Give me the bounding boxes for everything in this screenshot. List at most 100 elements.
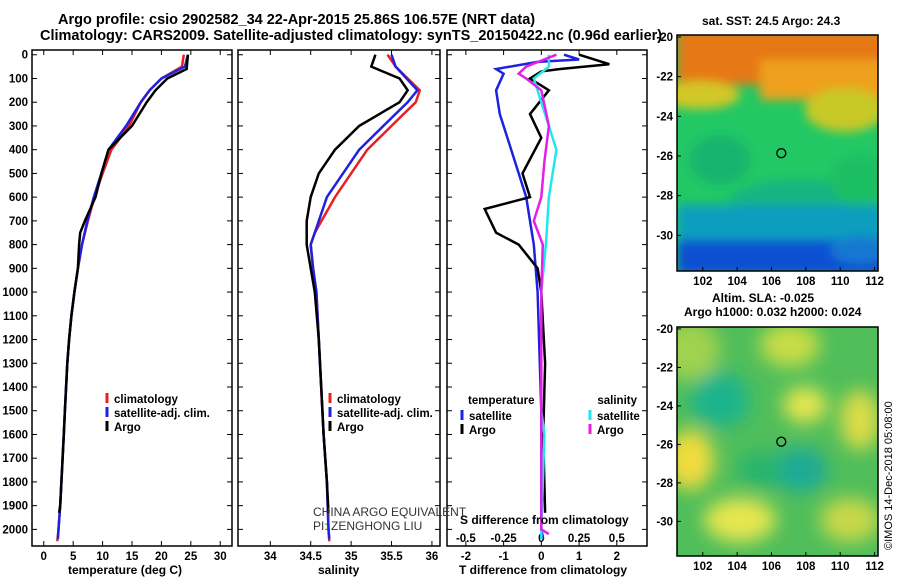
depth-tick-label: 300	[9, 121, 28, 133]
tdiff-xtick-label: -1	[498, 551, 509, 563]
temperature-legend-label: Argo	[114, 422, 141, 434]
salinity-legend-label: Argo	[337, 422, 364, 434]
depth-tick-label: 1900	[2, 501, 28, 513]
sla-map-frame	[676, 326, 879, 557]
tdiff-xtick-label: 1	[576, 551, 583, 563]
sla-map-xtick-label: 110	[831, 561, 850, 573]
depth-tick-label: 600	[9, 192, 28, 204]
temperature-line-Argo	[57, 54, 190, 513]
temperature-legend-label: climatology	[114, 394, 179, 406]
temperature-line-climatology	[56, 54, 186, 542]
sst-map-xtick-label: 104	[728, 276, 748, 288]
sla-map-ytick-label: -22	[656, 362, 673, 374]
sst-map-ytick-label: -22	[656, 72, 673, 84]
depth-tick-label: 700	[9, 216, 28, 228]
sla-map-xtick-label: 104	[728, 561, 748, 573]
salinity-legend-label: satellite-adj. clim.	[337, 408, 433, 420]
credit-line1: CHINA ARGO EQUIVALENT	[313, 505, 467, 519]
depth-tick-label: 1100	[3, 311, 28, 323]
temperature-line-satellite-adj	[56, 54, 190, 539]
temperature-legend-label: satellite-adj. clim.	[114, 408, 210, 420]
sla-map-ytick-label: -26	[656, 439, 673, 451]
sla-map-float-marker	[776, 436, 787, 447]
sla-map-xtick-label: 102	[693, 561, 712, 573]
sst-map-xtick-label: 110	[831, 276, 850, 288]
depth-tick-label: 1300	[2, 358, 28, 370]
sdiff-legend-heading: salinity	[597, 395, 637, 407]
sla-map-ytick-label: -20	[656, 324, 673, 336]
sla-map-title1: Altim. SLA: -0.025	[712, 291, 815, 305]
depth-tick-label: 900	[9, 263, 28, 275]
tdiff-legend-heading: temperature	[468, 395, 534, 407]
sst-map-float-marker	[776, 148, 787, 159]
sdiff-xtick-label: 0	[538, 533, 544, 545]
salinity-xtick-label: 35.5	[380, 551, 403, 563]
temperature-xtick-label: 0	[41, 551, 47, 563]
sst-map-frame	[676, 34, 879, 272]
tdiff-xtick-label: -2	[461, 551, 471, 563]
depth-tick-label: 1200	[2, 335, 28, 347]
depth-tick-label: 500	[9, 168, 28, 180]
sdiff-legend-label: satellite	[597, 411, 640, 423]
tdiff-xtick-label: 0	[538, 551, 544, 563]
sla-map-title2: Argo h1000: 0.032 h2000: 0.024	[684, 305, 862, 319]
temperature-xlabel: temperature (deg C)	[68, 563, 183, 577]
salinity-xtick-label: 34.5	[300, 551, 323, 563]
difference-panel-frame	[446, 49, 648, 547]
temperature-xtick-label: 20	[155, 551, 168, 563]
depth-tick-label: 100	[9, 73, 28, 85]
credit-line2: PI: ZENGHONG LIU	[313, 519, 423, 533]
depth-tick-label: 200	[9, 97, 28, 109]
depth-tick-label: 1800	[2, 477, 28, 489]
depth-tick-label: 400	[9, 145, 28, 157]
temperature-xtick-label: 25	[184, 551, 197, 563]
depth-tick-label: 1700	[2, 453, 28, 465]
sst-map-ytick-label: -28	[656, 191, 673, 203]
depth-tick-label: 1600	[2, 429, 28, 441]
depth-tick-label: 1400	[2, 382, 28, 394]
sst-map-ytick-label: -20	[656, 32, 673, 44]
difference-xlabel: T difference from climatology	[459, 563, 628, 577]
sst-map-ytick-label: -26	[656, 151, 673, 163]
sst-map-title: sat. SST: 24.5 Argo: 24.3	[702, 14, 841, 28]
sdiff-xtick-label: 0.5	[609, 533, 626, 545]
salinity-difference-xlabel: S difference from climatology	[460, 513, 629, 527]
sst-map-ytick-label: -30	[656, 230, 673, 242]
sst-map-xtick-label: 112	[865, 276, 884, 288]
tdiff-line-satellite	[492, 53, 580, 540]
salinity-xlabel: salinity	[318, 563, 360, 577]
temperature-xtick-label: 30	[214, 551, 227, 563]
sla-map-ytick-label: -30	[656, 516, 673, 528]
title-line2: Climatology: CARS2009. Satellite-adjuste…	[40, 28, 663, 44]
temperature-xtick-label: 15	[126, 551, 139, 563]
sla-map-xtick-label: 108	[796, 561, 816, 573]
temperature-xtick-label: 10	[96, 551, 109, 563]
salinity-legend-label: climatology	[337, 394, 402, 406]
sdiff-xtick-label: -0.5	[456, 533, 476, 545]
sdiff-line-argo	[516, 53, 557, 536]
salinity-xtick-label: 36	[426, 551, 439, 563]
salinity-line-Argo	[305, 54, 410, 513]
tdiff-xtick-label: 2	[614, 551, 620, 563]
sdiff-xtick-label: 0.25	[568, 533, 591, 545]
sst-map-ytick-label: -24	[656, 111, 673, 123]
sst-map-xtick-label: 106	[762, 276, 781, 288]
temperature-xtick-label: 5	[70, 551, 77, 563]
salinity-xtick-label: 34	[264, 551, 277, 563]
sla-map-xtick-label: 112	[865, 561, 884, 573]
sdiff-line-satellite	[532, 54, 558, 539]
depth-tick-label: 0	[22, 50, 28, 62]
sst-map-xtick-label: 102	[693, 276, 712, 288]
depth-tick-label: 2000	[2, 524, 28, 536]
depth-tick-label: 1500	[2, 406, 28, 418]
salinity-xtick-label: 35	[345, 551, 358, 563]
sst-map-xtick-label: 108	[796, 276, 816, 288]
sdiff-xtick-label: -0.25	[490, 533, 517, 545]
salinity-panel-frame	[237, 49, 441, 547]
sla-map-xtick-label: 106	[762, 561, 781, 573]
tdiff-legend-label: Argo	[469, 425, 496, 437]
depth-tick-label: 1000	[2, 287, 28, 299]
sla-map-ytick-label: -28	[656, 478, 673, 490]
